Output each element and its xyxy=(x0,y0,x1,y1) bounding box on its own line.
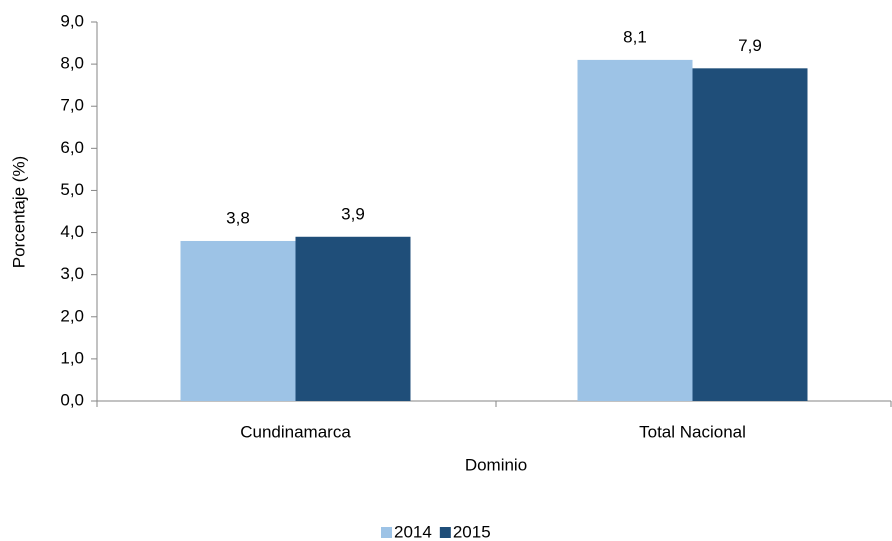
y-tick-label: 3,0 xyxy=(60,264,84,283)
value-label: 7,9 xyxy=(738,36,762,55)
bar xyxy=(692,68,808,402)
x-tick-label: Cundinamarca xyxy=(240,422,351,441)
y-tick-label: 4,0 xyxy=(60,222,84,241)
y-tick-label: 6,0 xyxy=(60,138,84,157)
value-label: 3,8 xyxy=(226,208,250,227)
legend-swatch xyxy=(381,527,392,538)
bar xyxy=(577,59,693,402)
legend-label: 2014 xyxy=(394,522,432,541)
y-tick-label: 7,0 xyxy=(60,96,84,115)
bar xyxy=(180,240,296,401)
x-tick-label: Total Nacional xyxy=(639,422,746,441)
y-tick-label: 2,0 xyxy=(60,306,84,325)
y-tick-label: 9,0 xyxy=(60,11,84,30)
legend-swatch xyxy=(439,527,451,538)
bar xyxy=(295,236,411,401)
y-axis-title: Porcentaje (%) xyxy=(9,156,28,268)
legend-label: 2015 xyxy=(453,522,491,541)
value-label: 3,9 xyxy=(341,204,365,223)
y-tick-label: 0,0 xyxy=(60,390,84,409)
y-tick-label: 8,0 xyxy=(60,54,84,73)
value-label: 8,1 xyxy=(623,27,647,46)
y-tick-label: 1,0 xyxy=(60,348,84,367)
x-axis-title: Dominio xyxy=(465,455,527,474)
y-tick-label: 5,0 xyxy=(60,180,84,199)
